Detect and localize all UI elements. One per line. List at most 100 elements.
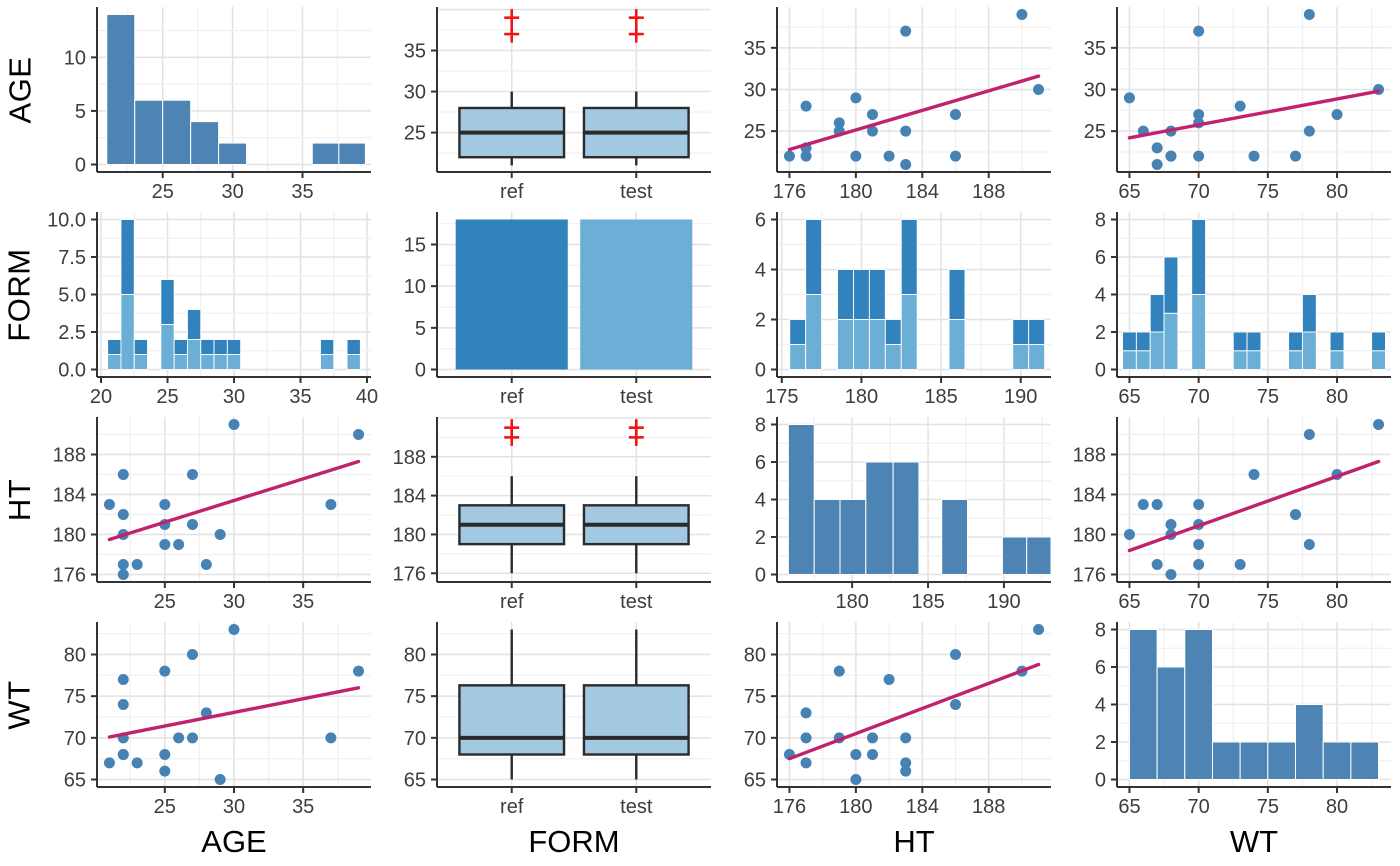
svg-text:70: 70	[64, 728, 86, 750]
svg-text:8: 8	[1095, 620, 1106, 642]
panel-wt-wt-histogram: 65 70 75 80 0 2 4 6 8 WT	[1060, 615, 1400, 866]
svg-text:40: 40	[356, 386, 378, 408]
svg-text:70: 70	[1188, 591, 1210, 613]
chart-age-ht: 176 180 184 188 25 30 35	[720, 0, 1060, 205]
svg-text:6: 6	[755, 452, 766, 474]
svg-text:185: 185	[924, 386, 957, 408]
svg-text:HT: HT	[893, 824, 934, 859]
svg-text:4: 4	[755, 260, 766, 282]
svg-text:35: 35	[289, 386, 311, 408]
svg-text:10: 10	[64, 47, 86, 69]
panel-form-ht-stacked-histogram: 175 180 185 190 0 2 4 6	[720, 205, 1060, 410]
svg-text:ref: ref	[500, 591, 524, 613]
panel-age-ht-scatter: 176 180 184 188 25 30 35	[720, 0, 1060, 205]
svg-text:35: 35	[292, 796, 314, 818]
svg-text:4: 4	[755, 490, 766, 512]
svg-text:80: 80	[1326, 591, 1348, 613]
svg-text:25: 25	[156, 386, 178, 408]
svg-text:6: 6	[1095, 247, 1106, 269]
svg-text:70: 70	[744, 728, 766, 750]
svg-text:65: 65	[64, 770, 86, 792]
svg-text:FORM: FORM	[528, 824, 619, 859]
svg-text:75: 75	[744, 686, 766, 708]
svg-text:0: 0	[755, 565, 766, 587]
panel-age-form-boxplot: ref test 25 30 35	[380, 0, 720, 205]
svg-text:8: 8	[1095, 210, 1106, 232]
panel-form-age-stacked-histogram: 20 25 30 35 40 0.0 2.5 5.0 7.5 10.0	[40, 205, 380, 410]
svg-text:test: test	[620, 796, 653, 818]
svg-text:80: 80	[744, 645, 766, 667]
svg-text:180: 180	[839, 181, 872, 203]
svg-text:184: 184	[53, 485, 86, 507]
panel-wt-ht-scatter: 176 180 184 188 65 70 75 80 HT	[720, 615, 1060, 866]
svg-text:184: 184	[906, 796, 939, 818]
svg-text:80: 80	[64, 645, 86, 667]
svg-text:176: 176	[393, 563, 426, 585]
svg-text:190: 190	[1004, 386, 1037, 408]
svg-text:15: 15	[404, 235, 426, 257]
svg-text:30: 30	[1084, 80, 1106, 102]
svg-text:180: 180	[839, 796, 872, 818]
svg-text:35: 35	[1084, 38, 1106, 60]
svg-text:35: 35	[292, 591, 314, 613]
svg-text:2: 2	[1095, 732, 1106, 754]
chart-age-wt: 65 70 75 80 25 30 35	[1060, 0, 1400, 205]
svg-text:20: 20	[90, 386, 112, 408]
chart-wt-ht: 176 180 184 188 65 70 75 80 HT	[720, 615, 1060, 866]
svg-text:test: test	[620, 386, 653, 408]
svg-text:65: 65	[1118, 386, 1140, 408]
svg-text:180: 180	[845, 386, 878, 408]
panel-ht-form-boxplot: ref test 176 180 184 188	[380, 410, 720, 615]
svg-text:184: 184	[906, 181, 939, 203]
svg-text:35: 35	[291, 181, 313, 203]
svg-text:30: 30	[744, 80, 766, 102]
chart-ht-wt: 65 70 75 80 176 180 184 188	[1060, 410, 1400, 615]
svg-text:0: 0	[75, 155, 86, 177]
chart-age-form: ref test 25 30 35	[380, 0, 720, 205]
row-label-form: FORM	[2, 247, 38, 342]
chart-wt-form: ref test 65 70 75 80 FORM	[380, 615, 720, 866]
svg-text:ref: ref	[500, 386, 524, 408]
svg-text:75: 75	[404, 686, 426, 708]
chart-wt-wt: 65 70 75 80 0 2 4 6 8 WT	[1060, 615, 1400, 866]
svg-text:ref: ref	[500, 796, 524, 818]
svg-text:180: 180	[835, 591, 868, 613]
svg-text:4: 4	[1095, 285, 1106, 307]
svg-text:180: 180	[1073, 525, 1106, 547]
svg-text:185: 185	[911, 591, 944, 613]
svg-text:75: 75	[64, 686, 86, 708]
svg-text:5: 5	[75, 101, 86, 123]
svg-text:25: 25	[154, 591, 176, 613]
svg-text:10: 10	[404, 276, 426, 298]
panel-ht-age-scatter: 25 30 35 176 180 184 188	[40, 410, 380, 615]
row-label-ht: HT	[2, 478, 38, 521]
panel-ht-ht-histogram: 180 185 190 0 2 4 6 8	[720, 410, 1060, 615]
svg-text:70: 70	[404, 728, 426, 750]
chart-form-wt: 65 70 75 80 0 2 4 6 8	[1060, 205, 1400, 410]
svg-text:75: 75	[1257, 796, 1279, 818]
svg-text:188: 188	[1073, 445, 1106, 467]
svg-text:30: 30	[221, 181, 243, 203]
svg-text:5: 5	[415, 318, 426, 340]
chart-age-age: 25 30 35 0 5 10	[40, 0, 380, 205]
chart-form-ht: 175 180 185 190 0 2 4 6	[720, 205, 1060, 410]
svg-text:176: 176	[1073, 565, 1106, 587]
svg-text:175: 175	[765, 386, 798, 408]
svg-text:184: 184	[1073, 485, 1106, 507]
panel-wt-form-boxplot: ref test 65 70 75 80 FORM	[380, 615, 720, 866]
svg-text:6: 6	[755, 210, 766, 232]
svg-text:80: 80	[1326, 181, 1348, 203]
svg-text:10.0: 10.0	[47, 210, 86, 232]
svg-text:188: 188	[972, 796, 1005, 818]
svg-text:65: 65	[404, 770, 426, 792]
svg-text:6: 6	[1095, 657, 1106, 679]
panel-age-wt-scatter: 65 70 75 80 25 30 35	[1060, 0, 1400, 205]
chart-ht-form: ref test 176 180 184 188	[380, 410, 720, 615]
svg-text:8: 8	[755, 415, 766, 437]
svg-text:25: 25	[154, 796, 176, 818]
svg-text:190: 190	[987, 591, 1020, 613]
svg-text:2: 2	[755, 310, 766, 332]
svg-text:7.5: 7.5	[58, 247, 86, 269]
chart-form-form: ref test 0 5 10 15	[380, 205, 720, 410]
